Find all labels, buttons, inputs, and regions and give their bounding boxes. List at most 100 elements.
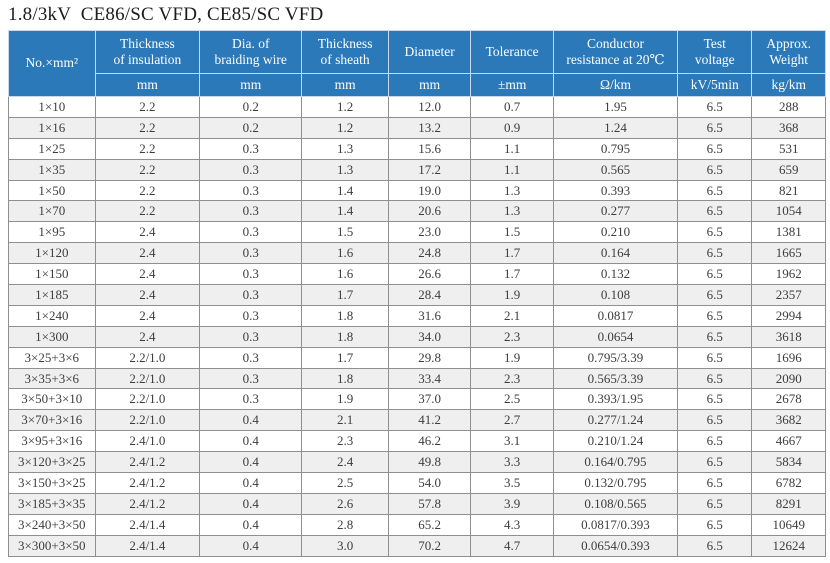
table-cell: 6.5 [677, 304, 753, 327]
table-cell: 0.3 [199, 388, 303, 411]
table-row: 1×25 2.2 0.3 1.3 15.6 1.1 0.795 6.5 531 [8, 137, 826, 160]
table-row: 3×50+3×10 2.2/1.0 0.3 1.9 37.0 2.5 0.393/1.95 6… [8, 388, 826, 411]
table-cell: 70.2 [387, 534, 472, 557]
unit-cell-insulation: mm [94, 73, 201, 97]
table-row: 3×25+3×6 2.2/1.0 0.3 1.7 29.8 1.9 0.795/3.39 6.… [8, 346, 826, 369]
table-cell: 2.4 [301, 451, 389, 474]
table-cell: 15.6 [387, 137, 472, 160]
table-cell: 12.0 [387, 96, 472, 118]
table-cell: 6.5 [677, 221, 753, 244]
table-row: 3×185+3×35 2.4/1.2 0.4 2.6 57.8 3.9 0.108/0.56… [8, 492, 826, 515]
table-cell: 0.4 [199, 513, 303, 536]
table-cell: 8291 [751, 492, 826, 515]
table-cell: 1.8 [301, 367, 389, 390]
table-row: 1×16 2.2 0.2 1.2 13.2 0.9 1.24 6.5 368 [8, 116, 826, 139]
table-cell: 0.4 [199, 451, 303, 474]
table-cell: 1×50 [8, 179, 96, 202]
table-cell: 3×150+3×25 [8, 472, 96, 494]
table-cell: 1×150 [8, 263, 96, 286]
table-cell: 46.2 [387, 430, 472, 453]
table-cell: 6.5 [677, 284, 753, 306]
table-cell: 1×10 [8, 96, 96, 118]
table-cell: 6.5 [677, 96, 753, 118]
table-row: 1×120 2.4 0.3 1.6 24.8 1.7 0.164 6.5 1665 [8, 242, 826, 265]
table-cell: 3×70+3×16 [8, 409, 96, 432]
table-cell: 2.2/1.0 [94, 388, 201, 411]
table-cell: 1.4 [301, 179, 389, 202]
table-cell: 1381 [751, 221, 826, 244]
table-cell: 4667 [751, 430, 826, 453]
table-cell: 2.2/1.0 [94, 409, 201, 432]
table-cell: 0.565/3.39 [552, 367, 679, 390]
spec-table: No.×mm² Thickness of insulation Dia. of … [8, 30, 826, 557]
table-cell: 3×120+3×25 [8, 451, 96, 474]
table-cell: 34.0 [387, 325, 472, 348]
table-cell: 1962 [751, 263, 826, 286]
table-cell: 1.24 [552, 116, 679, 139]
table-cell: 2.4/1.4 [94, 534, 201, 557]
table-cell: 65.2 [387, 513, 472, 536]
table-cell: 2.4 [94, 304, 201, 327]
unit-cell-diameter: mm [387, 73, 472, 97]
table-row: 3×240+3×50 2.4/1.4 0.4 2.8 65.2 4.3 0.0817/0.3… [8, 513, 826, 536]
table-cell: 6.5 [677, 534, 753, 557]
table-cell: 2.2 [94, 200, 201, 223]
table-cell: 2.2 [94, 158, 201, 181]
table-cell: 0.0817/0.393 [552, 513, 679, 536]
table-cell: 6.5 [677, 137, 753, 160]
table-cell: 2.3 [470, 367, 554, 390]
table-cell: 531 [751, 137, 826, 160]
table-cell: 3×35+3×6 [8, 367, 96, 390]
table-cell: 2.2 [94, 116, 201, 139]
table-cell: 3×95+3×16 [8, 430, 96, 453]
table-cell: 2.8 [301, 513, 389, 536]
table-cell: 2357 [751, 284, 826, 306]
table-cell: 31.6 [387, 304, 472, 327]
table-row: 1×150 2.4 0.3 1.6 26.6 1.7 0.132 6.5 1962 [8, 263, 826, 286]
table-cell: 6.5 [677, 116, 753, 139]
table-cell: 6.5 [677, 367, 753, 390]
table-cell: 0.565 [552, 158, 679, 181]
table-cell: 0.164/0.795 [552, 451, 679, 474]
table-row: 1×185 2.4 0.3 1.7 28.4 1.9 0.108 6.5 2357 [8, 284, 826, 306]
table-cell: 1×70 [8, 200, 96, 223]
table-cell: 0.3 [199, 346, 303, 369]
table-cell: 19.0 [387, 179, 472, 202]
table-cell: 1.9 [301, 388, 389, 411]
table-cell: 0.3 [199, 242, 303, 265]
table-cell: 2.2 [94, 96, 201, 118]
table-cell: 3×185+3×35 [8, 492, 96, 515]
unit-cell-tolerance: ±mm [470, 73, 554, 97]
table-cell: 6.5 [677, 492, 753, 515]
table-cell: 2.2/1.0 [94, 346, 201, 369]
table-cell: 2.4 [94, 263, 201, 286]
table-cell: 2.5 [301, 472, 389, 494]
table-row: 3×95+3×16 2.4/1.0 0.4 2.3 46.2 3.1 0.210/1.24 6… [8, 430, 826, 453]
table-cell: 1×95 [8, 221, 96, 244]
table-row: 1×240 2.4 0.3 1.8 31.6 2.1 0.0817 6.5 2994 [8, 304, 826, 327]
table-cell: 3×240+3×50 [8, 513, 96, 536]
table-header: No.×mm² Thickness of insulation Dia. of … [8, 30, 826, 97]
table-cell: 24.8 [387, 242, 472, 265]
table-cell: 2.5 [470, 388, 554, 411]
column-header-weight: Approx. Weight [751, 30, 826, 74]
table-cell: 57.8 [387, 492, 472, 515]
table-cell: 1×185 [8, 284, 96, 306]
spec-table-body: 1×10 2.2 0.2 1.2 12.0 0.7 1.95 6.5 288 1×16 2.2 0.2… [8, 96, 826, 557]
table-cell: 0.3 [199, 200, 303, 223]
table-cell: 2.3 [301, 430, 389, 453]
table-cell: 12624 [751, 534, 826, 557]
table-cell: 0.132/0.795 [552, 472, 679, 494]
table-row: 3×300+3×50 2.4/1.4 0.4 3.0 70.2 4.7 0.0654/0.3… [8, 534, 826, 557]
table-cell: 2.2/1.0 [94, 367, 201, 390]
table-cell: 0.7 [470, 96, 554, 118]
table-cell: 0.0654 [552, 325, 679, 348]
header-label-row: No.×mm² Thickness of insulation Dia. of … [8, 30, 826, 97]
table-cell: 3.0 [301, 534, 389, 557]
table-cell: 6.5 [677, 346, 753, 369]
table-cell: 1.9 [470, 346, 554, 369]
table-row: 1×70 2.2 0.3 1.4 20.6 1.3 0.277 6.5 1054 [8, 200, 826, 223]
table-cell: 10649 [751, 513, 826, 536]
table-cell: 0.132 [552, 263, 679, 286]
table-cell: 0.3 [199, 263, 303, 286]
